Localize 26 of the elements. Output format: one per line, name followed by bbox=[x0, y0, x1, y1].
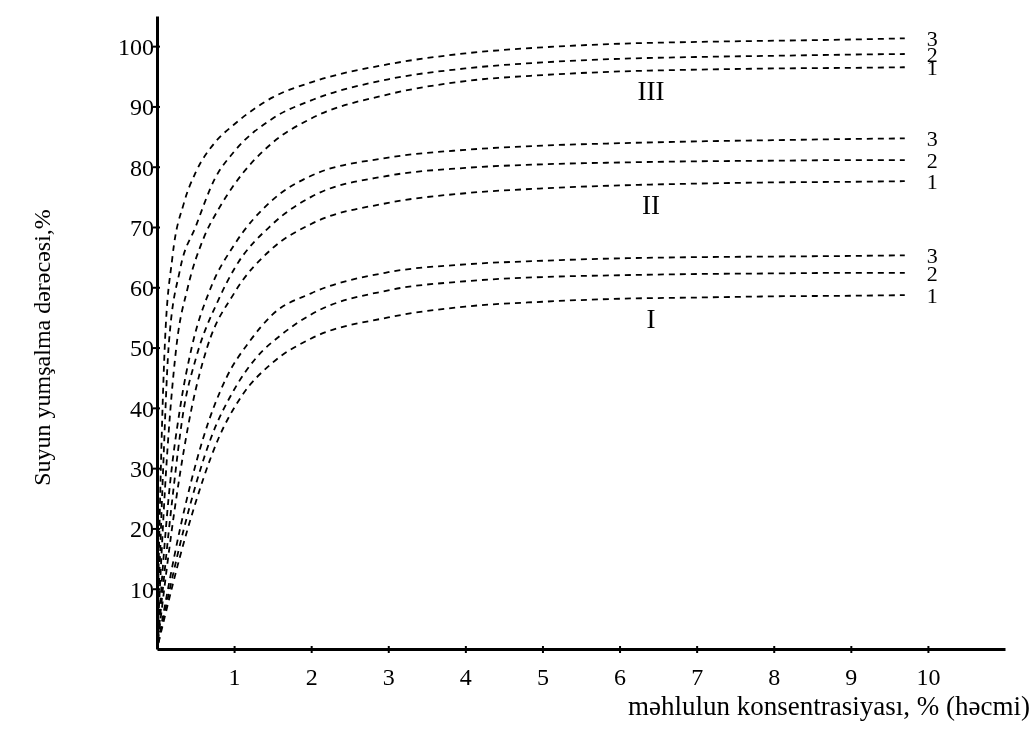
annotation: II bbox=[642, 190, 660, 220]
annotation: I bbox=[646, 303, 656, 334]
x-tick-label: 5 bbox=[536, 663, 549, 690]
series-label: 1 bbox=[926, 282, 938, 308]
y-tick-label: 60 bbox=[130, 275, 154, 302]
x-tick-label: 3 bbox=[382, 663, 395, 690]
y-tick-label: 30 bbox=[130, 456, 154, 483]
y-tick-label: 100 bbox=[118, 34, 154, 61]
y-tick-label: 10 bbox=[130, 576, 154, 603]
y-tick-label: 70 bbox=[130, 214, 154, 241]
y-tick-label: 50 bbox=[130, 335, 154, 362]
x-tick-label: 7 bbox=[691, 663, 704, 690]
y-tick-label: 80 bbox=[130, 154, 154, 181]
x-tick-label: 8 bbox=[768, 663, 781, 690]
y-tick-label: 90 bbox=[130, 94, 154, 121]
x-axis-title: məhlulun konsentrasiyası, % (həcmi) bbox=[628, 691, 1030, 721]
x-tick-label: 6 bbox=[614, 663, 627, 690]
y-axis-title: Suyun yumşalma dərəcəsi,% bbox=[29, 209, 55, 486]
x-tick-label: 9 bbox=[845, 663, 858, 690]
y-tick-label: 40 bbox=[130, 395, 154, 422]
x-tick-label: 1 bbox=[228, 663, 241, 690]
x-tick-label: 10 bbox=[916, 663, 941, 690]
y-tick-label: 20 bbox=[130, 516, 154, 543]
annotation: III bbox=[637, 76, 665, 107]
x-tick-label: 4 bbox=[459, 663, 472, 690]
x-tick-label: 2 bbox=[305, 663, 318, 690]
